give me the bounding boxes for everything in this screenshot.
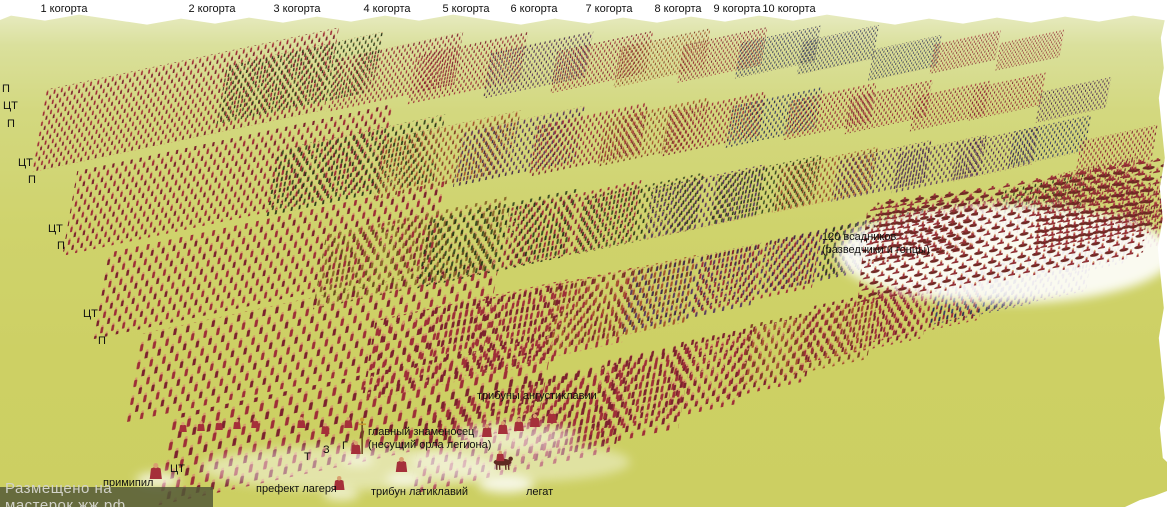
position-marker-Т: Т xyxy=(304,451,311,463)
officer-tribune-angusticlavius xyxy=(513,418,524,431)
officer-camp-prefect xyxy=(333,476,345,490)
tribunes-note: трибуны ангустиклавии xyxy=(477,390,597,402)
right-wing-2-century-3 xyxy=(1008,114,1092,168)
cohort-10-century-2 xyxy=(844,79,933,135)
halo-glow xyxy=(323,487,359,501)
halo-glow xyxy=(342,454,374,466)
torn-paper-corner xyxy=(1125,491,1167,507)
cavalry-note: 120 всадников (разведчики и гонцы) xyxy=(822,231,930,256)
position-marker-ЦТ: ЦТ xyxy=(170,463,185,475)
camp-prefect-note: префект лагеря xyxy=(256,483,337,495)
position-marker-ЦТ: ЦТ xyxy=(83,308,98,320)
torn-paper-right-edge xyxy=(1157,10,1167,462)
cohort-label-2: 2 когорта xyxy=(188,3,236,15)
primipilus-note: примипил xyxy=(103,477,154,489)
officer-tribune-angusticlavius xyxy=(546,410,557,423)
halo-glow xyxy=(478,475,534,493)
cohort-10-century-1 xyxy=(796,24,880,76)
cohort-label-10: 10 когорта xyxy=(762,3,816,15)
officer-signifer xyxy=(321,423,330,434)
halo-glow xyxy=(136,472,180,488)
cohort-5-century-1 xyxy=(482,31,594,99)
position-marker-П: П xyxy=(57,240,65,252)
position-marker-ЦТ: ЦТ xyxy=(3,100,18,112)
cohort-1-century-4 xyxy=(124,257,501,423)
officer-tribune-angusticlavius xyxy=(497,421,508,434)
standard-bearer-note: главный знаменосец (несущий орла легиона… xyxy=(368,426,492,451)
cohort-1-century-2 xyxy=(62,104,393,256)
position-marker-П: П xyxy=(7,118,15,130)
cohort-label-8: 8 когорта xyxy=(654,3,702,15)
position-marker-П: П xyxy=(28,174,36,186)
right-wing-3-century-3 xyxy=(1075,124,1159,176)
cohort-4-century-1 xyxy=(407,31,529,105)
officer-tribune-laticlavius xyxy=(395,457,408,472)
cohort-label-6: 6 когорта xyxy=(510,3,558,15)
cohort-9-century-1 xyxy=(734,25,822,79)
cavalry-unit xyxy=(1034,156,1166,254)
right-wing-1-century-1 xyxy=(867,34,943,82)
position-marker-П: П xyxy=(98,335,106,347)
position-marker-ЦТ: ЦТ xyxy=(18,157,33,169)
cohort-3-century-1 xyxy=(326,31,464,113)
position-marker-З: З xyxy=(323,444,330,456)
cohort-label-1: 1 когорта xyxy=(40,3,88,15)
cohort-2-century-1 xyxy=(216,31,384,125)
officer-legate xyxy=(493,450,513,470)
officer-primipilus xyxy=(149,463,162,479)
officer-front-rank xyxy=(215,420,223,430)
officer-tribune-angusticlavius xyxy=(481,424,492,437)
cohort-label-3: 3 когорта xyxy=(273,3,321,15)
officer-cornicen xyxy=(344,417,353,428)
cavalry-unit xyxy=(867,187,983,265)
cohort-label-9: 9 когорта xyxy=(713,3,761,15)
legate-note: легат xyxy=(526,486,554,498)
officer-tribune-angusticlavius xyxy=(529,414,540,427)
officer-tesserarius xyxy=(297,417,306,428)
position-marker-ЦТ: ЦТ xyxy=(48,223,63,235)
tribune-laticlavius-note: трибун латиклавий xyxy=(371,486,469,498)
cohort-1-century-3 xyxy=(93,180,447,340)
torn-paper-top-edge xyxy=(0,0,1167,25)
officer-front-rank xyxy=(179,422,187,432)
position-marker-Г: Г xyxy=(342,440,348,452)
cohort-label-4: 4 когорта xyxy=(363,3,411,15)
cohort-label-5: 5 когорта xyxy=(442,3,490,15)
position-marker-П: П xyxy=(2,83,10,95)
officer-front-rank xyxy=(251,418,259,428)
right-wing-2-century-2 xyxy=(968,72,1047,121)
watermark-bar: Размещено на мастерок.жж.рф xyxy=(0,480,213,507)
right-wing-2-century-1 xyxy=(929,30,1001,74)
officer-front-rank xyxy=(233,419,241,429)
halo-glow xyxy=(410,442,630,482)
watermark-text: Размещено на мастерок.жж.рф xyxy=(5,480,126,507)
halo-glow xyxy=(386,472,422,486)
right-wing-3-century-1 xyxy=(995,29,1065,71)
right-wing-1-century-2 xyxy=(909,80,991,132)
cohort-label-7: 7 когорта xyxy=(585,3,633,15)
cohort-7-century-1 xyxy=(613,28,711,88)
cohort-8-century-1 xyxy=(676,26,768,84)
officer-aquilifer xyxy=(350,417,367,454)
right-wing-3-century-2 xyxy=(1035,76,1112,124)
officer-front-rank xyxy=(197,421,205,431)
